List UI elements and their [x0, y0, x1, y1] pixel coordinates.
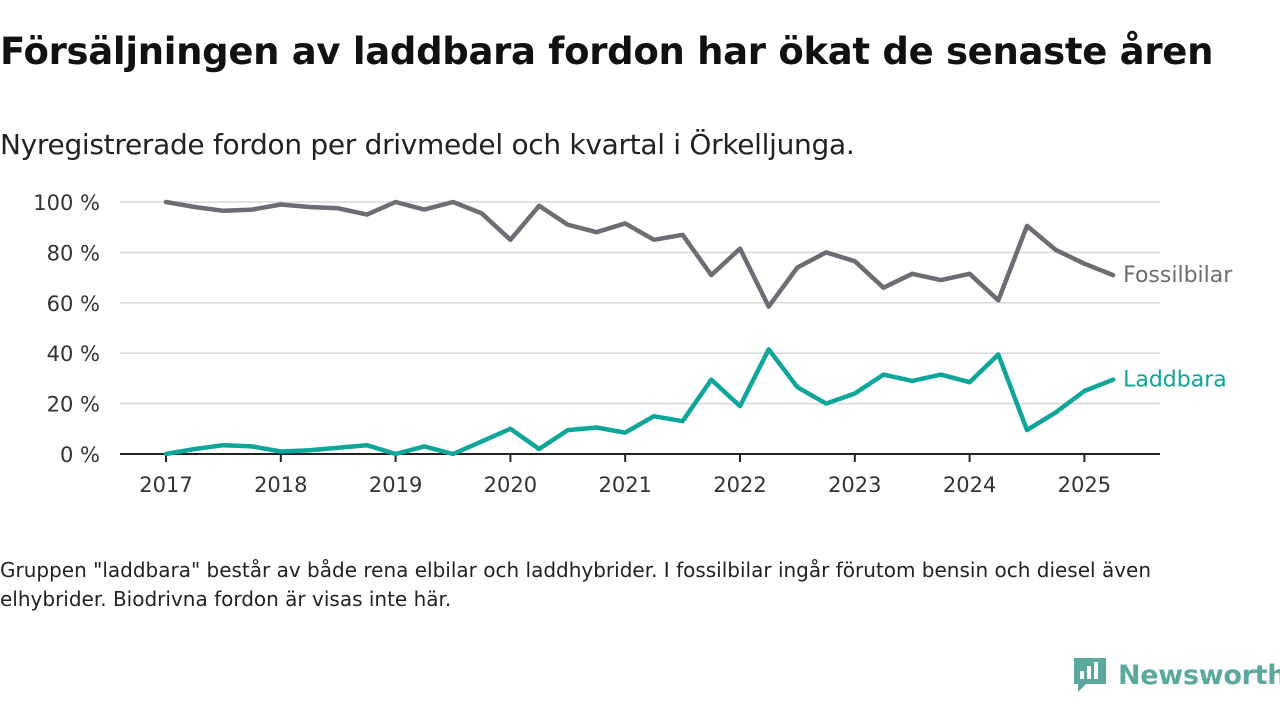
brand-name: Newsworthy — [1118, 659, 1280, 691]
x-tick-label: 2022 — [713, 473, 766, 497]
x-tick-label: 2017 — [139, 473, 192, 497]
x-tick-label: 2025 — [1058, 473, 1111, 497]
x-tick-label: 2024 — [943, 473, 996, 497]
x-tick-label: 2023 — [828, 473, 881, 497]
series-label-fossilbilar: Fossilbilar — [1123, 263, 1233, 288]
series-label-laddbara: Laddbara — [1123, 368, 1227, 393]
y-tick-label: 60 % — [47, 292, 100, 316]
brand-logo: Newsworthy — [1072, 656, 1280, 694]
y-tick-label: 80 % — [47, 241, 100, 265]
chart-subtitle: Nyregistrerade fordon per drivmedel och … — [0, 128, 855, 161]
series-line-laddbara — [163, 347, 1116, 457]
line-chart: 0 % 20 % 40 % 60 % 80 % 100 % 2017 2018 2019 2020… — [33, 191, 1233, 497]
y-tick-label: 0 % — [60, 443, 100, 467]
chart-title: Försäljningen av laddbara fordon har öka… — [0, 30, 1214, 73]
y-tick-label: 40 % — [47, 342, 100, 366]
x-tick-label: 2020 — [484, 473, 537, 497]
newsworthy-logo-icon — [1074, 658, 1106, 692]
y-tick-label: 20 % — [47, 393, 100, 417]
series-line-fossilbilar — [163, 199, 1116, 309]
y-tick-label: 100 % — [33, 191, 100, 215]
x-tick-label: 2019 — [369, 473, 422, 497]
x-tick-label: 2021 — [598, 473, 651, 497]
x-tick-label: 2018 — [254, 473, 307, 497]
footnote: Gruppen "laddbara" består av både rena e… — [0, 558, 1152, 611]
